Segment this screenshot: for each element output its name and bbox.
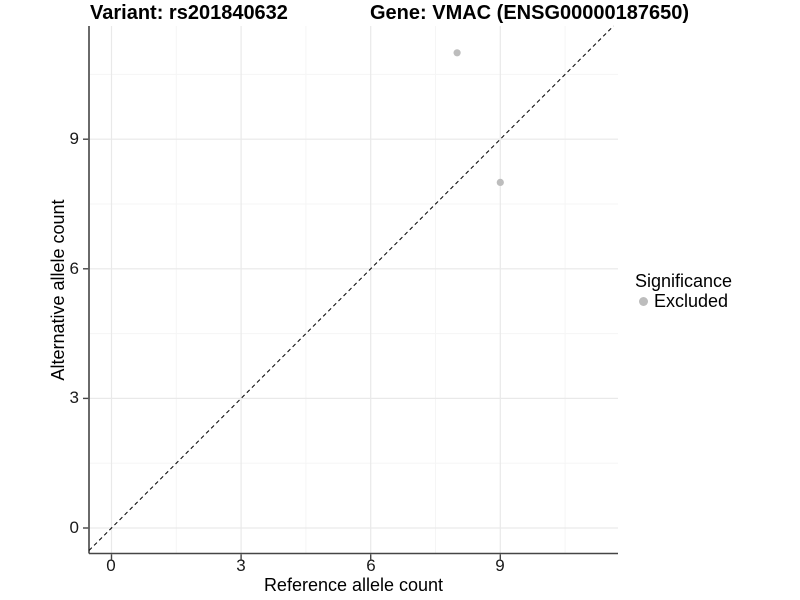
x-tick-label-9: 9 [495,556,505,575]
y-tick-label-9: 9 [69,129,79,148]
legend-item-excluded: Excluded [654,291,729,311]
x-tick-label-0: 0 [106,556,116,575]
y-tick-label-3: 3 [69,388,79,407]
y-axis-title: Alternative allele count [48,199,68,381]
legend-title: Significance [635,271,733,291]
plot-title-variant: Variant: rs201840632 [90,2,288,24]
y-tick-label-0: 0 [69,518,79,537]
plot-title-gene: Gene: VMAC (ENSG00000187650) [370,2,690,24]
data-point [496,178,504,186]
data-point [453,49,461,57]
y-tick-label-6: 6 [69,259,79,278]
identity-line [88,25,614,551]
legend-key-point-icon [639,297,648,306]
x-tick-label-3: 3 [236,556,246,575]
x-axis-title: Reference allele count [263,575,444,595]
x-tick-label-6: 6 [366,556,376,575]
